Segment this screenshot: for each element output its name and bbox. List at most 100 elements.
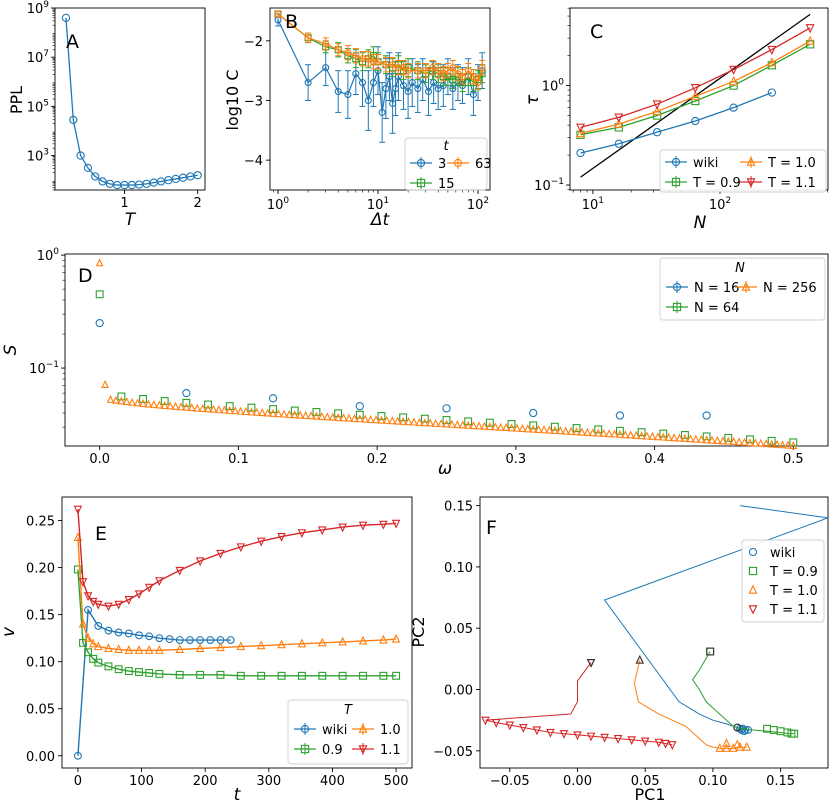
b-ylabel: log10 C — [223, 69, 242, 130]
c-point — [652, 105, 662, 116]
d-point — [139, 394, 147, 403]
d-point — [507, 420, 516, 428]
b-xtick-label: 102 — [467, 196, 489, 213]
d-point — [242, 407, 250, 416]
d-point — [458, 420, 467, 429]
b-point — [414, 67, 422, 75]
e-point — [277, 671, 286, 680]
d-point — [149, 399, 158, 408]
e-point — [124, 596, 134, 605]
d-point — [572, 424, 581, 432]
b-point — [404, 67, 412, 75]
d-point — [464, 420, 473, 429]
c-xlabel: N — [694, 213, 707, 233]
d-point — [778, 440, 787, 449]
d-point — [155, 400, 164, 409]
d-point — [263, 408, 272, 417]
a-xtick-label: 2 — [194, 196, 202, 211]
d-point — [751, 438, 760, 447]
c-point — [691, 116, 700, 126]
d-point — [182, 388, 191, 398]
e-point — [83, 592, 93, 602]
c-point — [805, 35, 815, 45]
d-point — [453, 420, 462, 429]
d-point — [442, 404, 451, 413]
d-point — [702, 432, 711, 441]
d-point — [681, 433, 689, 442]
e-point — [317, 526, 327, 536]
d-point — [95, 318, 104, 328]
e-point — [155, 577, 164, 587]
c-xtick-label: 101 — [582, 196, 604, 213]
f-start-point — [586, 658, 596, 668]
d-point — [767, 439, 776, 448]
d-point — [637, 431, 646, 440]
d-xlabel: ω — [438, 459, 452, 479]
d-point — [648, 431, 657, 440]
e-ytick-label: 0.00 — [26, 750, 55, 765]
d-point — [713, 435, 722, 444]
d-point — [529, 424, 538, 433]
c-legend-t11-label: T = 1.1 — [767, 176, 816, 191]
d-xtick-label: 0.5 — [783, 452, 804, 467]
d-point — [117, 392, 126, 401]
d-point — [697, 434, 706, 443]
c-point — [805, 24, 815, 34]
c-point — [729, 65, 739, 75]
a-ytick-label: 109 — [27, 0, 50, 17]
e-series-line — [77, 509, 397, 607]
a-ytick-label: 105 — [27, 98, 49, 115]
b-point — [469, 73, 477, 81]
f-point — [668, 741, 677, 750]
d-point — [475, 421, 483, 430]
e-point — [216, 549, 225, 559]
e-point — [104, 662, 113, 671]
e-point — [391, 519, 401, 529]
e-point — [135, 631, 143, 640]
b-xtick-label: 100 — [267, 196, 290, 213]
d-point — [209, 404, 218, 413]
d-point — [377, 415, 386, 424]
d-ytick-label: 10−1 — [29, 360, 59, 377]
f-point — [491, 719, 501, 728]
e-point — [145, 632, 154, 641]
b-point — [334, 46, 342, 54]
d-point — [615, 426, 624, 435]
d-point — [534, 424, 543, 433]
d-point — [106, 394, 115, 403]
f-point — [706, 647, 715, 656]
e-point — [134, 645, 144, 654]
b-point — [408, 79, 416, 87]
d-point — [323, 412, 332, 421]
e-point — [236, 543, 246, 553]
e-point — [94, 621, 103, 630]
d-point — [171, 401, 180, 410]
e-series-line — [77, 569, 397, 677]
d-point — [491, 422, 500, 431]
f-point — [735, 741, 745, 751]
d-point — [415, 417, 424, 426]
d-point — [328, 412, 337, 421]
d-point — [177, 402, 185, 411]
a-point — [193, 171, 202, 180]
e-point — [297, 638, 307, 648]
b-point — [399, 82, 408, 90]
d-point — [301, 410, 310, 419]
e-legend-wiki-label: wiki — [322, 723, 347, 738]
d-point — [605, 429, 613, 438]
a-point — [98, 177, 107, 186]
e-ytick-label: 0.05 — [26, 703, 55, 718]
e-point — [226, 636, 235, 644]
panel-label: F — [486, 517, 497, 539]
e-point — [84, 648, 93, 657]
e-point — [206, 636, 215, 644]
d-point — [556, 426, 565, 435]
f-ytick-label: 0.15 — [444, 500, 473, 515]
d-point — [545, 425, 554, 434]
panel-f: −0.05 0.00 0.05 0.10 0.15 −0.05 0.00 0.05 0.10 0.… — [409, 496, 829, 804]
b-legend-15-label: 15 — [438, 177, 455, 192]
e-legend-title: T — [344, 703, 353, 718]
d-point — [762, 439, 771, 448]
b-point — [414, 85, 422, 93]
